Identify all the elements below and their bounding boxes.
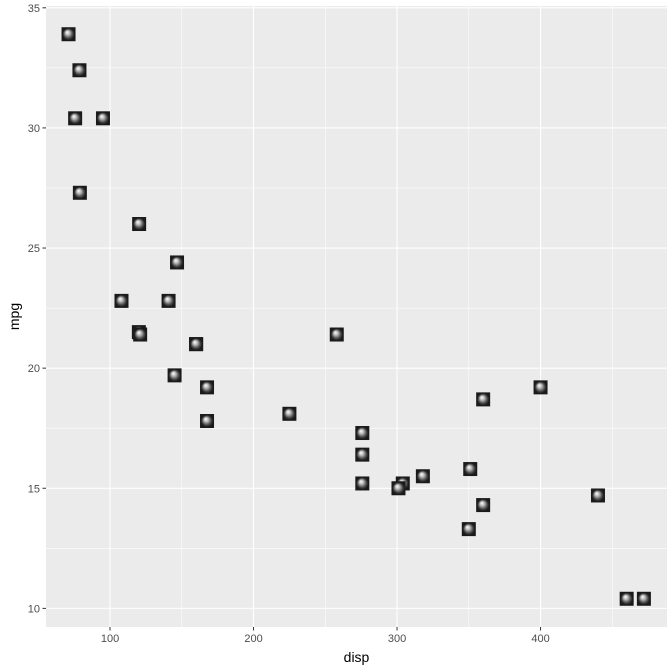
point-sphere — [477, 393, 490, 406]
data-point — [189, 337, 204, 352]
y-axis-title: mpg — [6, 303, 22, 330]
point-sphere — [637, 592, 650, 605]
point-sphere — [96, 112, 109, 125]
data-point — [167, 368, 182, 383]
point-sphere — [62, 28, 75, 41]
data-point — [533, 380, 548, 395]
data-point — [72, 63, 87, 78]
point-sphere — [171, 256, 184, 269]
data-point — [476, 392, 491, 407]
data-point — [68, 111, 83, 126]
data-point — [200, 414, 215, 429]
x-tick-label: 400 — [531, 633, 549, 645]
point-sphere — [330, 328, 343, 341]
data-point — [114, 293, 129, 308]
point-sphere — [134, 328, 147, 341]
x-axis-ticks: 100 200 300 400 — [101, 627, 550, 645]
point-sphere — [356, 448, 369, 461]
point-sphere — [416, 470, 429, 483]
data-point — [463, 462, 478, 477]
x-tick-label: 100 — [101, 633, 119, 645]
plot-panel — [46, 6, 667, 627]
y-tick-label: 30 — [28, 123, 40, 135]
data-point — [61, 27, 76, 42]
y-tick-label: 20 — [28, 363, 40, 375]
x-tick-label: 200 — [244, 633, 262, 645]
data-point — [355, 476, 370, 491]
point-sphere — [356, 427, 369, 440]
point-sphere — [168, 369, 181, 382]
point-sphere — [73, 64, 86, 77]
point-sphere — [115, 294, 128, 307]
data-point — [170, 255, 185, 270]
data-point — [476, 498, 491, 513]
point-sphere — [133, 218, 146, 231]
y-tick-label: 35 — [28, 3, 40, 15]
data-point — [133, 327, 148, 342]
x-axis-title: disp — [344, 649, 370, 665]
data-point — [391, 481, 406, 496]
y-tick-label: 25 — [28, 243, 40, 255]
data-point — [72, 185, 87, 200]
point-sphere — [201, 415, 214, 428]
point-sphere — [392, 482, 405, 495]
data-point — [590, 488, 605, 503]
point-sphere — [69, 112, 82, 125]
point-sphere — [462, 523, 475, 536]
point-sphere — [162, 294, 175, 307]
point-sphere — [534, 381, 547, 394]
point-sphere — [591, 489, 604, 502]
major-gridlines — [46, 6, 667, 627]
y-tick-label: 10 — [28, 603, 40, 615]
data-point — [329, 327, 344, 342]
point-sphere — [201, 381, 214, 394]
data-point — [636, 591, 651, 606]
data-point — [415, 469, 430, 484]
data-point — [282, 406, 297, 421]
data-point — [619, 591, 634, 606]
data-point — [355, 447, 370, 462]
y-tick-label: 15 — [28, 483, 40, 495]
y-axis-ticks: 10 15 20 25 30 35 — [28, 3, 46, 615]
data-point — [161, 293, 176, 308]
point-sphere — [190, 338, 203, 351]
data-point — [95, 111, 110, 126]
point-sphere — [283, 407, 296, 420]
point-sphere — [477, 499, 490, 512]
point-sphere — [356, 477, 369, 490]
data-points — [61, 27, 651, 606]
data-point — [461, 522, 476, 537]
data-point — [200, 380, 215, 395]
data-point — [355, 426, 370, 441]
data-point — [132, 217, 147, 232]
point-sphere — [73, 186, 86, 199]
x-tick-label: 300 — [388, 633, 406, 645]
point-sphere — [464, 463, 477, 476]
point-sphere — [620, 592, 633, 605]
